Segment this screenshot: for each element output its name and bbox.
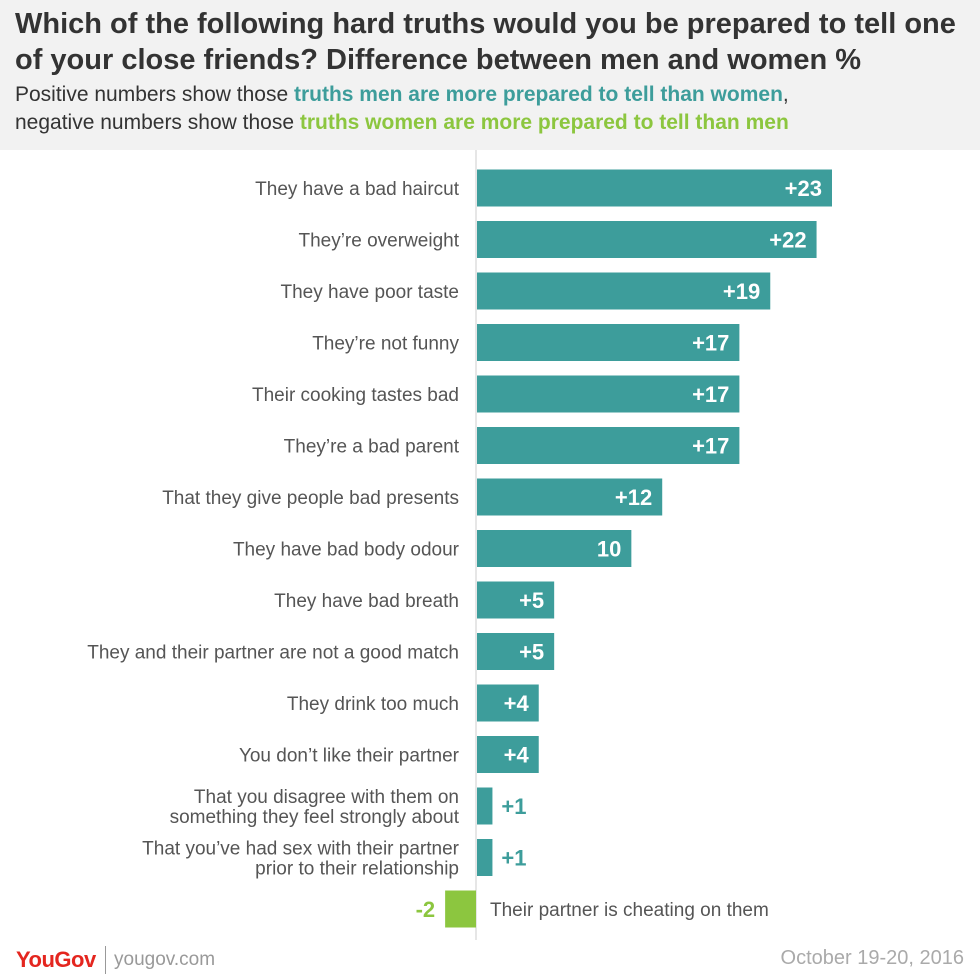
category-label-line: That you’ve had sex with their partner <box>142 839 460 860</box>
footer-date: October 19-20, 2016 <box>780 947 964 969</box>
subtitle-text-2: , <box>782 83 789 106</box>
category-label: They have bad body odour <box>233 540 460 561</box>
category-label-line: something they feel strongly about <box>170 807 460 828</box>
data-label: +5 <box>519 588 544 613</box>
data-label: +1 <box>501 794 526 819</box>
data-label: 10 <box>597 537 621 562</box>
category-label: They’re overweight <box>298 231 459 252</box>
data-label: +1 <box>501 846 526 871</box>
category-label: Their partner is cheating on them <box>490 900 769 921</box>
category-label: You don’t like their partner <box>239 746 460 767</box>
yougov-logo: YouGov <box>16 947 96 972</box>
data-label: +5 <box>519 640 544 665</box>
category-label-line: They have bad body odour <box>233 540 460 561</box>
category-label: They drink too much <box>287 694 459 715</box>
category-label-line: That you disagree with them on <box>194 787 459 808</box>
category-label-line: They have bad breath <box>274 591 459 612</box>
category-label: They have a bad haircut <box>255 179 460 200</box>
category-label-line: That they give people bad presents <box>162 488 459 509</box>
category-label-line: They’re a bad parent <box>284 437 460 458</box>
category-label: They and their partner are not a good ma… <box>87 643 459 664</box>
bar <box>477 169 832 207</box>
category-label: They have poor taste <box>281 282 460 303</box>
chart-title: Which of the following hard truths would… <box>15 8 956 76</box>
category-label-line: You don’t like their partner <box>239 746 460 767</box>
category-label-line: They drink too much <box>287 694 459 715</box>
bar-chart: +23 They have a bad haircut +22 They’re ove… <box>87 150 832 940</box>
data-label: -2 <box>416 897 436 922</box>
bar <box>477 427 740 464</box>
bar <box>477 581 555 619</box>
bar <box>477 478 663 516</box>
category-label-line: They have a bad haircut <box>255 179 460 200</box>
category-label: They have bad breath <box>274 591 459 612</box>
category-label: They’re a bad parent <box>284 437 460 458</box>
category-label-line: They and their partner are not a good ma… <box>87 643 459 664</box>
category-label-line: They have poor taste <box>281 282 460 303</box>
bar <box>477 633 555 670</box>
subtitle-men-highlight: truths men are more prepared to tell tha… <box>293 83 783 106</box>
footer-divider <box>105 946 106 974</box>
category-label: That they give people bad presents <box>162 488 459 509</box>
subtitle-text-1: Positive numbers show those <box>15 83 294 106</box>
category-label-line: Their partner is cheating on them <box>490 900 769 921</box>
data-label: +12 <box>615 485 652 510</box>
category-label-line: They’re overweight <box>298 231 459 252</box>
bar <box>477 221 817 258</box>
bar <box>477 324 740 361</box>
header: Which of the following hard truths would… <box>0 0 980 150</box>
bar <box>445 890 476 928</box>
bar <box>477 839 493 876</box>
data-label: +17 <box>692 331 729 356</box>
bar <box>477 272 771 310</box>
data-label: +17 <box>692 434 729 459</box>
bar <box>477 375 740 413</box>
bar <box>477 736 539 773</box>
category-label: That you’ve had sex with their partner pr… <box>142 839 460 880</box>
category-label: That you disagree with them on something … <box>170 787 460 828</box>
bar <box>477 787 493 825</box>
data-label: +19 <box>723 279 760 304</box>
category-label-line: They’re not funny <box>312 334 459 355</box>
category-label: They’re not funny <box>312 334 459 355</box>
category-label: Their cooking tastes bad <box>252 385 459 406</box>
data-label: +4 <box>504 743 530 768</box>
bar <box>477 530 632 567</box>
data-label: +22 <box>769 228 806 253</box>
footer-site: yougov.com <box>114 949 216 970</box>
data-label: +23 <box>785 176 822 201</box>
subtitle-text-3: negative numbers show those <box>15 111 300 134</box>
subtitle-women-highlight: truths women are more prepared to tell t… <box>299 111 789 134</box>
data-label: +17 <box>692 382 729 407</box>
data-label: +4 <box>504 691 530 716</box>
category-label-line: prior to their relationship <box>255 859 459 880</box>
bar <box>477 684 539 722</box>
chart-subtitle: Positive numbers show those truths men a… <box>15 81 970 137</box>
category-label-line: Their cooking tastes bad <box>252 385 459 406</box>
